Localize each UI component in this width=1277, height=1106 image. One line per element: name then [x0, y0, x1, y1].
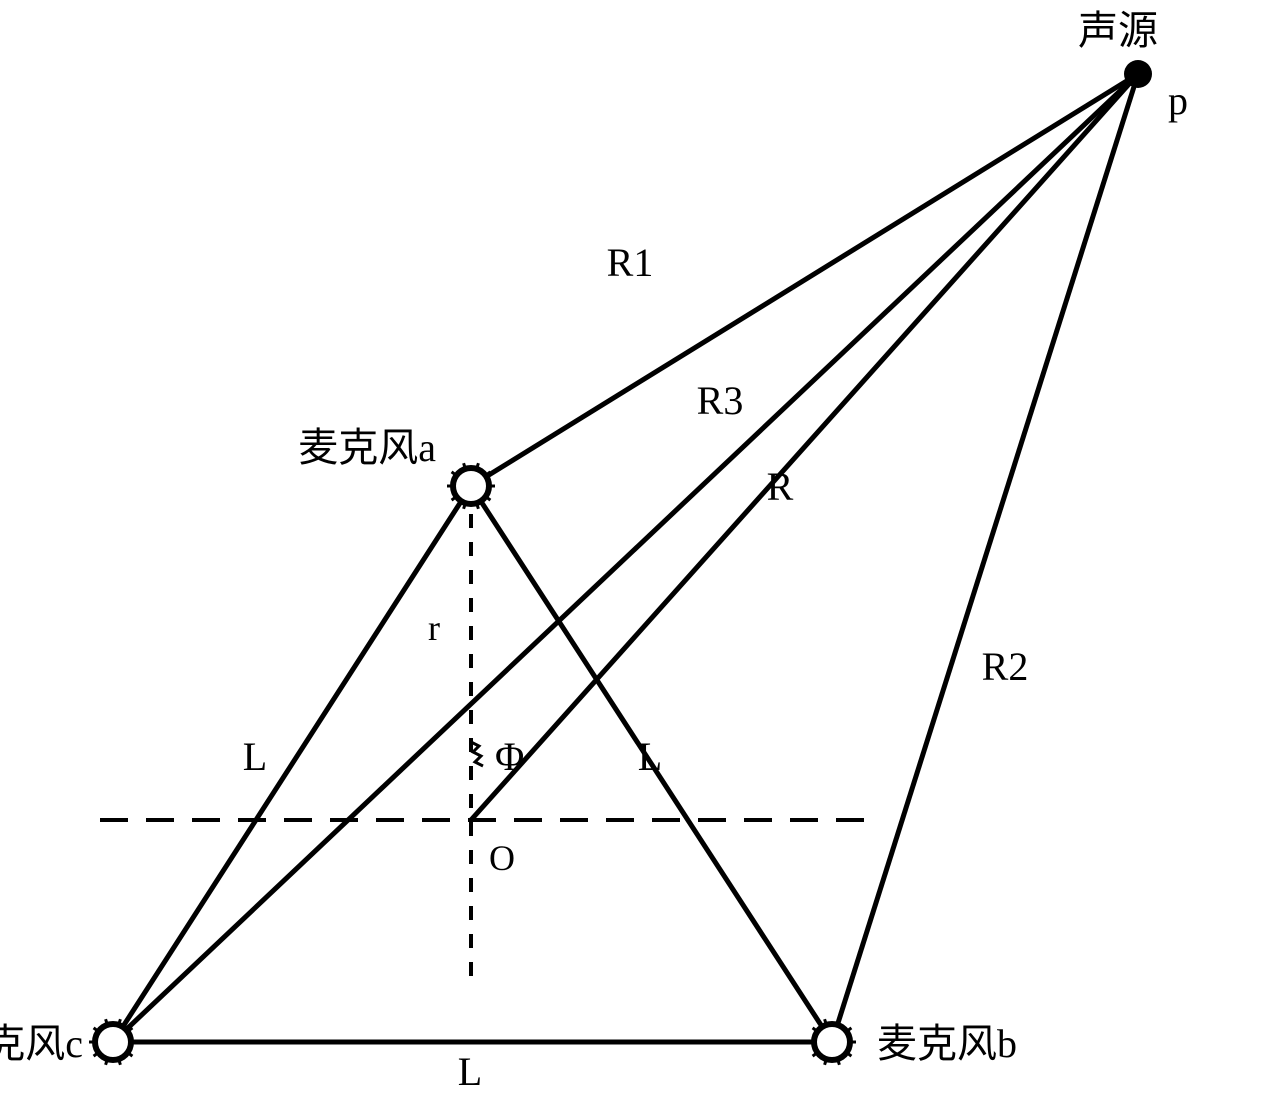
- mic-c-label: 麦克风c: [0, 1021, 83, 1066]
- edge-mic_a-mic_c: [113, 486, 471, 1042]
- source-top-label: 声源: [1078, 8, 1158, 53]
- diagram-canvas: O r Φ R1 R2 R3 R L L L 麦克风a 麦克风b 麦克风c 声源 p: [0, 0, 1277, 1106]
- r-label: r: [428, 608, 440, 648]
- node-mic-b-outer: [814, 1024, 850, 1060]
- edge-labels: R1 R2 R3 R L L L: [243, 240, 1029, 1094]
- edge-origin-source: [471, 74, 1138, 820]
- origin-label: O: [489, 838, 515, 878]
- node-mic-b: [808, 1019, 856, 1065]
- edge-mic_a-source: [471, 74, 1138, 486]
- edge-label-L: L: [243, 734, 267, 779]
- node-mic-c-outer: [95, 1024, 131, 1060]
- source-side-label: p: [1168, 78, 1188, 123]
- edge-label-R2: R2: [982, 644, 1029, 689]
- edge-label-R: R: [767, 464, 794, 509]
- mic-b-label: 麦克风b: [877, 1021, 1017, 1066]
- edge-label-R1: R1: [607, 240, 654, 285]
- node-mic-a-outer: [453, 468, 489, 504]
- edge-label-L: L: [638, 734, 662, 779]
- edges: [113, 74, 1138, 1042]
- mic-a-label: 麦克风a: [298, 425, 436, 470]
- edge-label-R3: R3: [697, 378, 744, 423]
- node-mic-a: [447, 463, 495, 509]
- node-source: [1124, 60, 1152, 88]
- angle-label: Φ: [495, 734, 524, 779]
- edge-label-L: L: [458, 1049, 482, 1094]
